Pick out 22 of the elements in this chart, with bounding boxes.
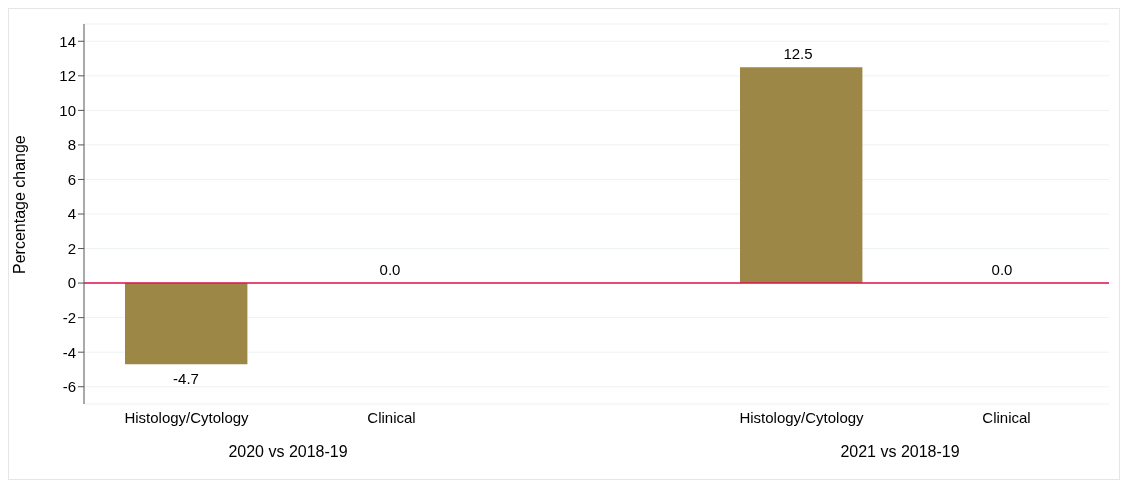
y-tick-label: 2 [67,239,76,257]
text: 2021 vs 2018-19 [839,443,961,461]
data-label: 0.0 [379,261,401,279]
y-tick-label: 12 [59,67,76,85]
y-tick-label: 10 [59,101,76,119]
data-label: 0.0 [991,261,1013,279]
y-tick-label: 6 [67,170,76,188]
y-tick-label: 8 [67,136,76,154]
y-tick-label: 4 [67,205,76,223]
y-tick-label: 0 [67,274,76,292]
x-tick-label: Clinical [367,408,416,426]
y-axis-title: Percentage change [10,135,28,274]
x-tick-label: Histology/Cytology [739,408,865,426]
y-tick-label: -4 [62,343,76,361]
y-tick-label: 14 [59,32,76,50]
text: 2020 vs 2018-19 [227,443,349,461]
y-tick-label: -6 [62,378,76,396]
y-tick-label: -2 [62,308,76,326]
x-tick-label: Histology/Cytology [124,408,250,426]
data-label: -4.7 [173,370,199,388]
x-tick-label: Clinical [982,408,1031,426]
data-label: 12.5 [783,45,813,63]
